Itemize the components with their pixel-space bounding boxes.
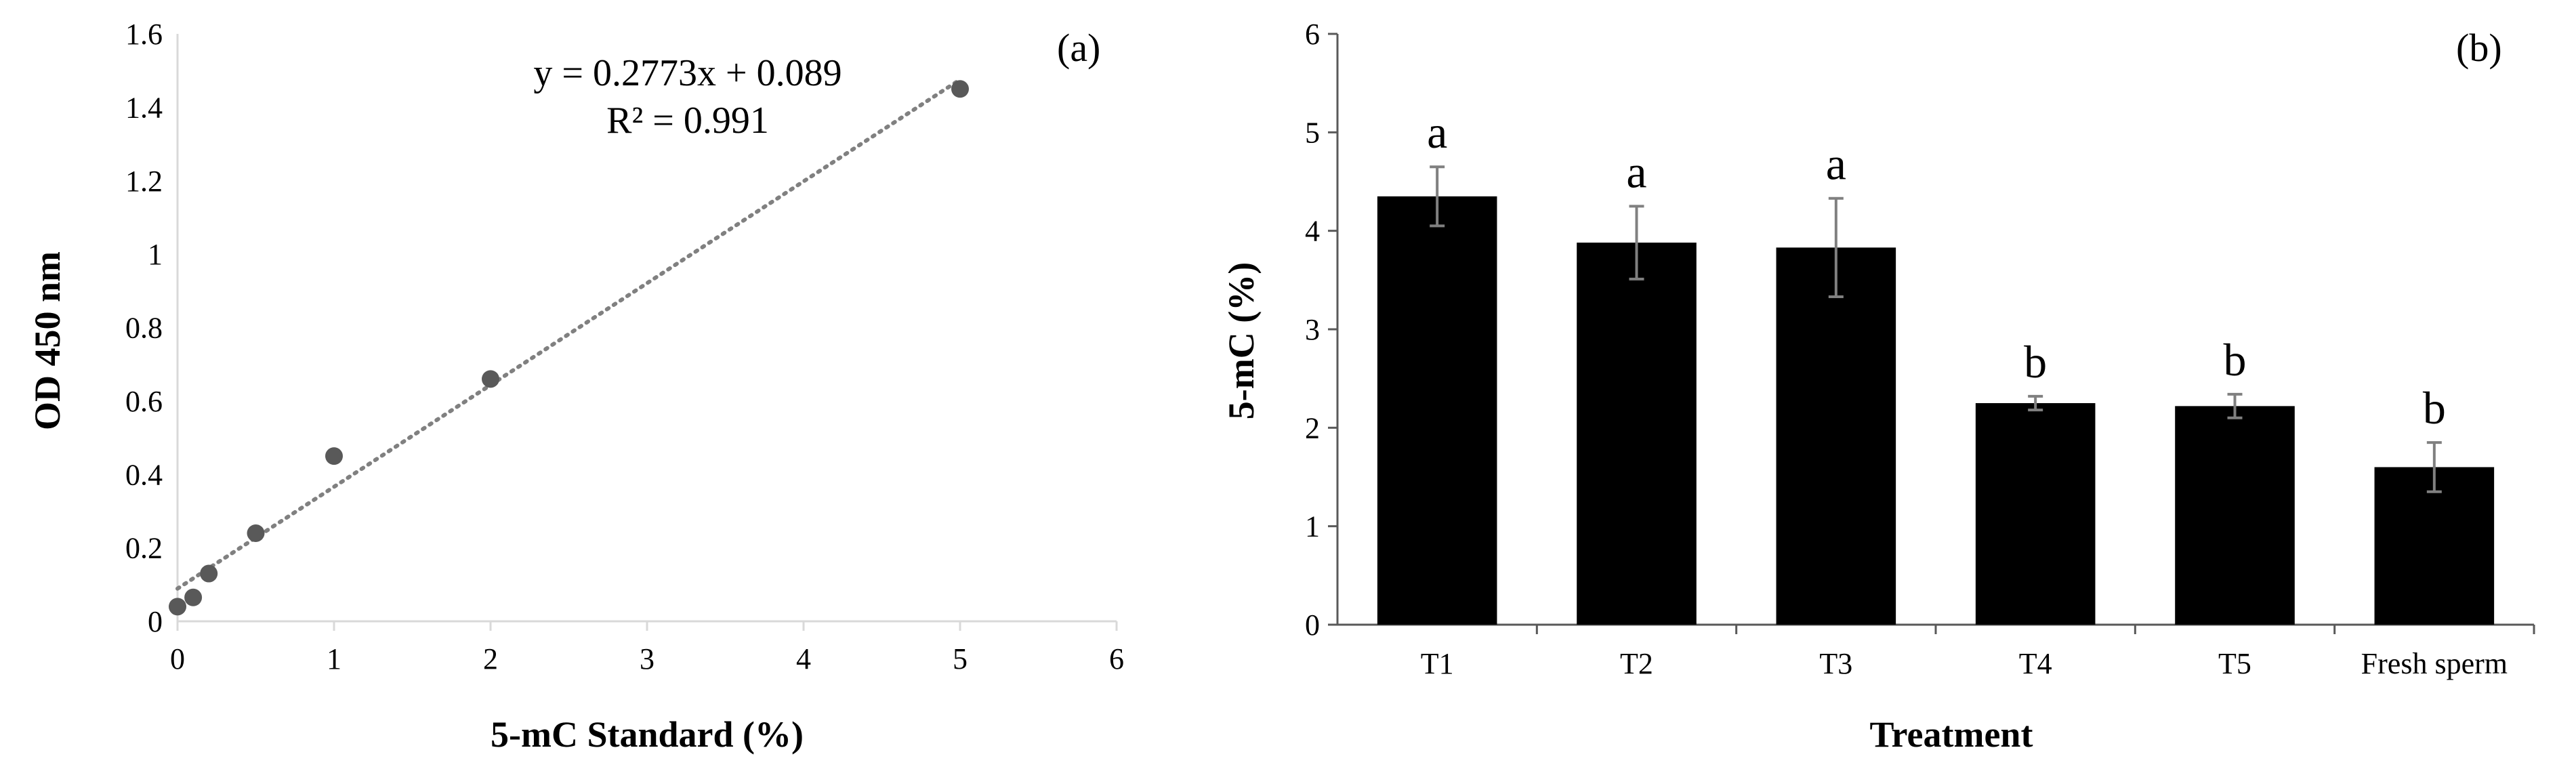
panel-b-x-tick-label: T4 <box>2019 647 2052 680</box>
panel-a-trendline <box>175 77 962 591</box>
panel-b-y-tick-label: 3 <box>1305 313 1320 346</box>
panel-b-axes <box>1336 34 2534 626</box>
panel-a-y-tick-label: 0.4 <box>125 458 163 491</box>
panel-b-x-tick-label: T5 <box>2218 647 2251 680</box>
panel-b-significance-letter: a <box>1427 106 1447 158</box>
panel-b-significance-letter: b <box>2024 336 2047 388</box>
panel-a-y-tick-label: 1 <box>148 238 163 271</box>
panel-a-data-point <box>247 524 265 542</box>
panel-b-bar-chart: 0 1 2 3 4 5 6 a a a b b b T1 T2 T3 T4 T5 Fresh sperm (b)… <box>1221 18 2535 755</box>
panel-a-trendline-group <box>175 77 962 591</box>
panel-b-significance-letter: a <box>1826 138 1846 190</box>
panel-b-bar <box>1975 403 2096 625</box>
panel-a-r-squared: R² = 0.991 <box>606 100 769 142</box>
panel-b-y-tick-label: 6 <box>1305 18 1320 51</box>
panel-a-y-tick-label: 1.2 <box>125 165 163 198</box>
panel-b-bars <box>1377 196 2495 625</box>
panel-b-y-axis-title: 5-mC (%) <box>1221 262 1262 419</box>
panel-b-significance-letters: a a a b b b <box>1427 106 2446 434</box>
panel-b-y-tick-label: 1 <box>1305 510 1320 543</box>
panel-a-data-point <box>184 588 203 606</box>
panel-b-x-tick-label: T3 <box>1819 647 1852 680</box>
panel-a-y-axis-title: OD 450 nm <box>27 251 68 430</box>
panel-a-label: (a) <box>1057 26 1100 70</box>
panel-b-significance-letter: b <box>2224 334 2247 386</box>
panel-a-x-ticks: 0 1 2 3 4 5 6 <box>170 621 1124 676</box>
panel-b-error-bars <box>1430 165 2442 493</box>
panel-a-x-tick-label: 0 <box>170 642 185 676</box>
panel-b-bar <box>1377 196 1497 625</box>
panel-b-y-ticks: 0 1 2 3 4 5 6 <box>1305 18 1337 642</box>
panel-a-x-tick-label: 1 <box>327 642 341 676</box>
panel-b-x-tick-label: T2 <box>1620 647 1653 680</box>
panel-a-data-point <box>482 370 499 388</box>
panel-a-standard-curve: 0 0.2 0.4 0.6 0.8 1 1.2 1.4 1.6 0 1 2 3 4 5 6 y = 0.27… <box>27 18 1124 755</box>
panel-a-y-tick-label: 0.2 <box>125 532 163 565</box>
panel-b-significance-letter: a <box>1626 146 1646 197</box>
panel-b-bar <box>1776 247 1896 625</box>
panel-a-y-tick-label: 0.8 <box>125 312 163 345</box>
panel-a-x-tick-label: 2 <box>483 642 498 676</box>
panel-b-bar <box>2175 406 2295 625</box>
panel-a-y-tick-label: 0.6 <box>125 385 163 418</box>
panel-a-data-point <box>200 564 218 583</box>
panel-b-label: (b) <box>2456 26 2502 70</box>
panel-a-y-tick-label: 1.6 <box>125 18 163 51</box>
panel-a-data-point <box>951 80 969 98</box>
panel-a-points <box>169 80 969 616</box>
panel-b-bar <box>1577 243 1697 625</box>
panel-b-bar <box>2374 467 2495 625</box>
panel-a-x-tick-label: 5 <box>953 642 968 676</box>
panel-b-y-tick-label: 4 <box>1305 215 1320 248</box>
panel-b-significance-letter: b <box>2423 382 2446 434</box>
panel-a-y-tick-label: 1.4 <box>125 91 163 124</box>
panel-a-x-tick-label: 4 <box>796 642 811 676</box>
panel-b-x-tick-label: T1 <box>1421 647 1454 680</box>
panel-b-x-ticks: T1 T2 T3 T4 T5 Fresh sperm <box>1421 625 2535 680</box>
panel-a-x-tick-label: 3 <box>640 642 655 676</box>
panel-a-data-point <box>325 447 343 465</box>
panel-b-y-tick-label: 2 <box>1305 411 1320 444</box>
panel-a-x-tick-label: 6 <box>1109 642 1124 676</box>
panel-a-y-tick-label: 0 <box>148 605 163 638</box>
panel-a-data-point <box>169 598 186 616</box>
panel-b-y-tick-label: 5 <box>1305 116 1320 149</box>
panel-b-y-tick-label: 0 <box>1305 608 1320 642</box>
panel-a-y-ticks: 0 0.2 0.4 0.6 0.8 1 1.2 1.4 1.6 <box>125 18 163 638</box>
panel-b-x-axis-title: Treatment <box>1870 714 2033 755</box>
panel-b-x-tick-label: Fresh sperm <box>2361 647 2508 680</box>
panel-a-x-axis-title: 5-mC Standard (%) <box>491 714 804 755</box>
panel-a-equation: y = 0.2773x + 0.089 <box>533 52 842 94</box>
